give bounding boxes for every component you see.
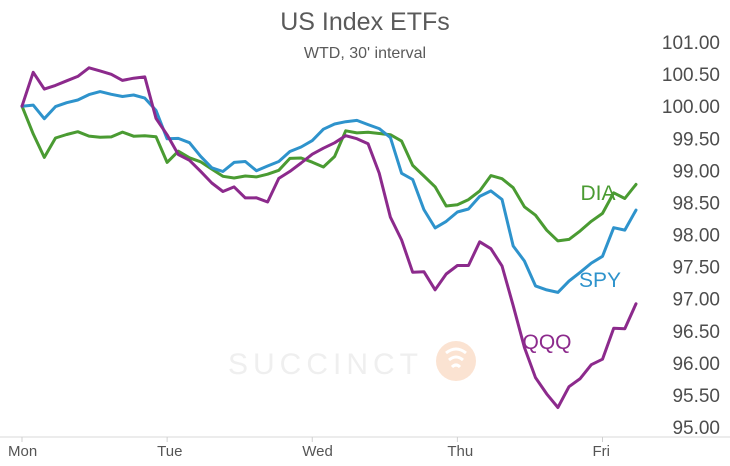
y-tick-label: 98.50 — [672, 193, 720, 214]
x-tick-label: Tue — [157, 443, 182, 460]
watermark: SUCCINCT — [228, 341, 476, 381]
series-line-qqq — [20, 66, 638, 409]
y-tick-label: 100.50 — [662, 65, 720, 86]
y-tick-label: 99.00 — [672, 161, 720, 182]
y-tick-label: 99.50 — [672, 129, 720, 150]
series-line-dia — [20, 104, 638, 243]
y-tick-label: 96.50 — [672, 322, 720, 343]
y-tick-label: 97.50 — [672, 258, 720, 279]
y-tick-label: 95.50 — [672, 386, 720, 407]
series-lines — [20, 66, 638, 409]
x-tick-label: Wed — [302, 443, 333, 460]
y-tick-label: 98.00 — [672, 226, 720, 247]
y-tick-label: 96.00 — [672, 354, 720, 375]
series-labels: DIA SPY QQQ — [522, 182, 621, 354]
watermark-text: SUCCINCT — [228, 348, 423, 381]
y-tick-label: 97.00 — [672, 290, 720, 311]
series-line-spy — [20, 90, 638, 294]
y-tick-label: 95.00 — [672, 418, 720, 439]
y-tick-label: 101.00 — [662, 33, 720, 54]
x-axis-labels: Mon Tue Wed Thu Fri — [8, 437, 610, 460]
series-label-dia: DIA — [580, 182, 615, 205]
x-tick-label: Mon — [8, 443, 37, 460]
watermark-logo-icon — [436, 341, 476, 381]
y-axis: 95.00 95.50 96.00 96.50 97.00 97.50 98.00 98.50… — [662, 33, 720, 439]
x-tick-label: Fri — [593, 443, 611, 460]
series-label-spy: SPY — [579, 269, 621, 292]
y-tick-label: 100.00 — [662, 97, 720, 118]
series-label-qqq: QQQ — [522, 331, 571, 354]
x-tick-label: Thu — [447, 443, 473, 460]
chart-title: US Index ETFs — [280, 8, 450, 36]
chart-subtitle: WTD, 30' interval — [304, 45, 426, 62]
